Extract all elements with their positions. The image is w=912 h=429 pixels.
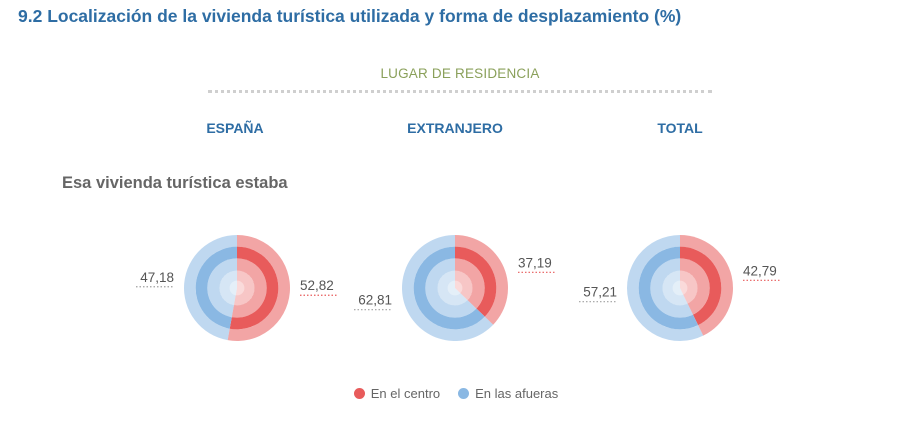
pie-center-1 — [447, 280, 463, 296]
slice-afueras-0-3 — [219, 270, 237, 306]
legend: En el centro En las afueras — [0, 386, 912, 401]
value-label-afueras-2: 57,21 — [583, 285, 617, 300]
column-header-espana: ESPAÑA — [206, 120, 264, 136]
slice-centro-1-3 — [455, 270, 473, 301]
value-label-afueras-1: 62,81 — [358, 293, 392, 308]
section-title: Esa vivienda turística estaba — [62, 174, 288, 192]
legend-item-afueras: En las afueras — [458, 386, 558, 401]
value-label-centro-0: 52,82 — [300, 278, 334, 293]
page-title: 9.2 Localización de la vivienda turístic… — [18, 6, 682, 26]
legend-label-centro: En el centro — [370, 386, 441, 401]
slice-afueras-2-3 — [662, 270, 688, 306]
value-label-afueras-0: 47,18 — [140, 270, 174, 285]
slice-afueras-1-3 — [437, 270, 468, 306]
slice-centro-0-3 — [233, 270, 255, 306]
value-label-centro-2: 42,79 — [743, 263, 777, 278]
pie-layer-bg-2-3 — [662, 270, 698, 306]
legend-item-centro: En el centro — [353, 386, 441, 401]
group-divider — [208, 90, 712, 93]
legend-swatch-afueras — [458, 388, 470, 399]
column-header-total: TOTAL — [657, 120, 703, 136]
legend-label-afueras: En las afueras — [475, 386, 559, 401]
column-header-extranjero: EXTRANJERO — [407, 120, 503, 136]
legend-swatch-centro — [353, 388, 365, 399]
pie-layer-bg-0-3 — [219, 270, 255, 306]
pie-center-0 — [229, 280, 245, 296]
pie-layer-bg-1-3 — [437, 270, 473, 306]
value-label-centro-1: 37,19 — [518, 255, 552, 270]
group-label: LUGAR DE RESIDENCIA — [380, 66, 540, 81]
pie-center-2 — [672, 280, 688, 296]
slice-centro-2-3 — [680, 270, 698, 304]
